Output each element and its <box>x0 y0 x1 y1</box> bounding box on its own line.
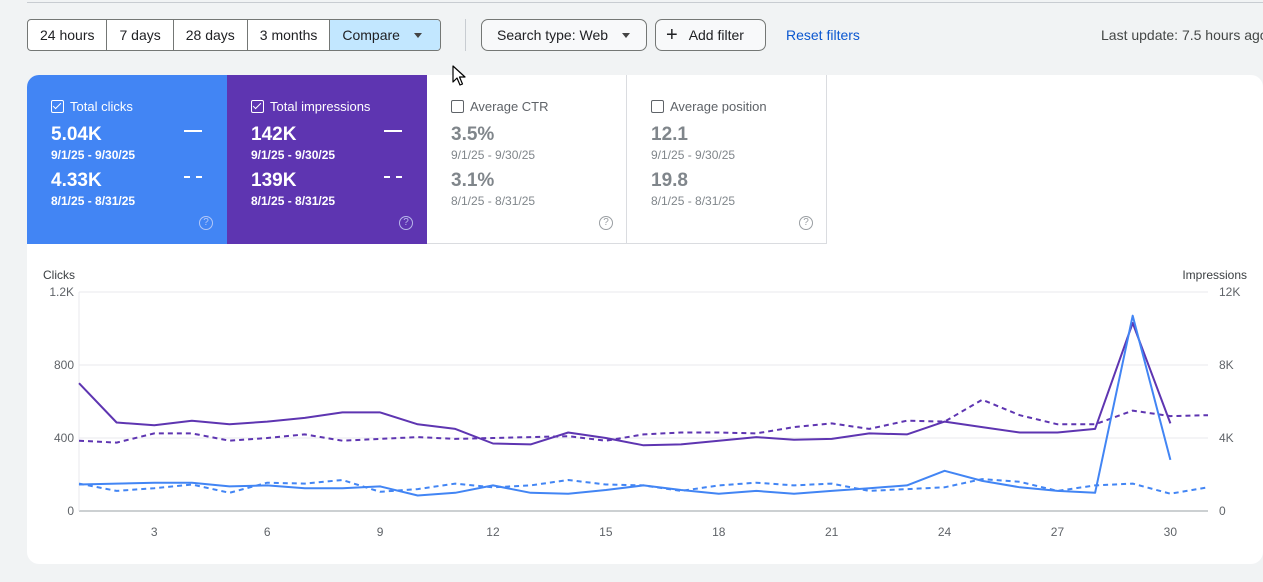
series-line-right-solid <box>78 322 1172 447</box>
metric-current-range: 9/1/25 - 9/30/25 <box>651 148 736 162</box>
search-type-label: Search type: Web <box>497 27 609 43</box>
add-filter-label: Add filter <box>688 27 744 43</box>
chevron-down-icon <box>413 32 422 38</box>
chevron-down-icon <box>622 32 631 38</box>
metric-previous-range: 8/1/25 - 8/31/25 <box>651 194 736 208</box>
y-right-tick-label: 8K <box>1219 358 1234 372</box>
compare-dropdown[interactable]: Compare <box>330 20 440 50</box>
range-3-months[interactable]: 3 months <box>248 20 331 50</box>
metric-current-range: 9/1/25 - 9/30/25 <box>51 148 136 162</box>
range-28-days[interactable]: 28 days <box>174 20 248 50</box>
solid-line-legend-icon <box>384 130 402 132</box>
top-divider <box>27 2 1263 3</box>
reset-filters-link[interactable]: Reset filters <box>786 27 860 43</box>
checkbox-icon[interactable] <box>451 100 464 113</box>
series-line-left-dashed <box>78 478 1209 495</box>
y-right-tick-label: 4K <box>1219 431 1234 445</box>
dashed-line-legend-icon <box>184 176 202 178</box>
toolbar-divider <box>465 19 466 51</box>
x-tick-label: 6 <box>264 525 271 539</box>
compare-label: Compare <box>342 27 400 43</box>
performance-card: Total clicks 5.04K 9/1/25 - 9/30/25 4.33… <box>27 75 1263 564</box>
last-update-text: Last update: 7.5 hours ago <box>1101 27 1263 43</box>
checkbox-icon[interactable] <box>51 100 64 113</box>
metric-total-impressions[interactable]: Total impressions 142K 9/1/25 - 9/30/25 … <box>227 75 427 244</box>
y-right-tick-label: 12K <box>1219 285 1240 299</box>
x-tick-label: 27 <box>1051 525 1065 539</box>
series-line-left-solid <box>78 314 1172 497</box>
y-left-tick-label: 400 <box>54 431 74 445</box>
metric-previous-value: 4.33K <box>51 170 102 191</box>
metric-label: Total clicks <box>70 99 133 114</box>
filter-toolbar: 24 hours 7 days 28 days 3 months Compare… <box>27 19 1263 51</box>
checkbox-icon[interactable] <box>651 100 664 113</box>
metric-label: Total impressions <box>270 99 371 114</box>
metric-previous-range: 8/1/25 - 8/31/25 <box>251 194 336 208</box>
y-left-tick-label: 800 <box>54 358 74 372</box>
metric-previous-range: 8/1/25 - 8/31/25 <box>51 194 136 208</box>
solid-line-legend-icon <box>184 130 202 132</box>
x-tick-label: 18 <box>712 525 726 539</box>
range-24-hours[interactable]: 24 hours <box>28 20 108 50</box>
metric-current-value: 142K <box>251 124 297 145</box>
metric-total-clicks[interactable]: Total clicks 5.04K 9/1/25 - 9/30/25 4.33… <box>27 75 227 244</box>
plus-icon: + <box>666 24 678 46</box>
x-tick-label: 15 <box>599 525 613 539</box>
metric-previous-value: 3.1% <box>451 170 495 191</box>
metric-label: Average position <box>670 99 767 114</box>
y-right-axis-title: Impressions <box>1182 268 1247 282</box>
y-left-tick-label: 1.2K <box>49 285 74 299</box>
add-filter-button[interactable]: + Add filter <box>655 19 766 51</box>
metric-current-range: 9/1/25 - 9/30/25 <box>451 148 536 162</box>
x-tick-label: 12 <box>486 525 500 539</box>
metric-average-position[interactable]: Average position 12.1 9/1/25 - 9/30/25 1… <box>627 75 827 244</box>
metric-previous-value: 19.8 <box>651 170 688 191</box>
x-tick-label: 9 <box>377 525 384 539</box>
x-tick-label: 3 <box>151 525 158 539</box>
mouse-cursor-icon <box>452 65 466 86</box>
help-icon[interactable]: ? <box>799 216 813 230</box>
metric-current-value: 3.5% <box>451 124 495 145</box>
metric-previous-value: 139K <box>251 170 297 191</box>
metric-current-value: 12.1 <box>651 124 688 145</box>
dashed-line-legend-icon <box>384 176 402 178</box>
performance-chart[interactable]: 0 0 400 4K 800 8K 1.2K 12K Clicks Impressions 3 6 9 1… <box>27 265 1263 555</box>
x-tick-label: 21 <box>825 525 839 539</box>
y-right-tick-label: 0 <box>1219 504 1226 518</box>
y-left-tick-label: 0 <box>67 504 74 518</box>
help-icon[interactable]: ? <box>399 216 413 230</box>
help-icon[interactable]: ? <box>599 216 613 230</box>
metric-current-value: 5.04K <box>51 124 102 145</box>
metric-average-ctr[interactable]: Average CTR 3.5% 9/1/25 - 9/30/25 3.1% 8… <box>427 75 627 244</box>
x-tick-label: 30 <box>1164 525 1178 539</box>
checkbox-icon[interactable] <box>251 100 264 113</box>
date-range-selector: 24 hours 7 days 28 days 3 months Compare <box>27 19 441 51</box>
help-icon[interactable]: ? <box>199 216 213 230</box>
series-line-right-dashed <box>78 398 1209 444</box>
metric-label: Average CTR <box>470 99 549 114</box>
x-tick-label: 24 <box>938 525 952 539</box>
range-7-days[interactable]: 7 days <box>107 20 174 50</box>
search-type-dropdown[interactable]: Search type: Web <box>481 19 647 51</box>
metric-current-range: 9/1/25 - 9/30/25 <box>251 148 336 162</box>
metric-previous-range: 8/1/25 - 8/31/25 <box>451 194 536 208</box>
y-left-axis-title: Clicks <box>43 268 75 282</box>
